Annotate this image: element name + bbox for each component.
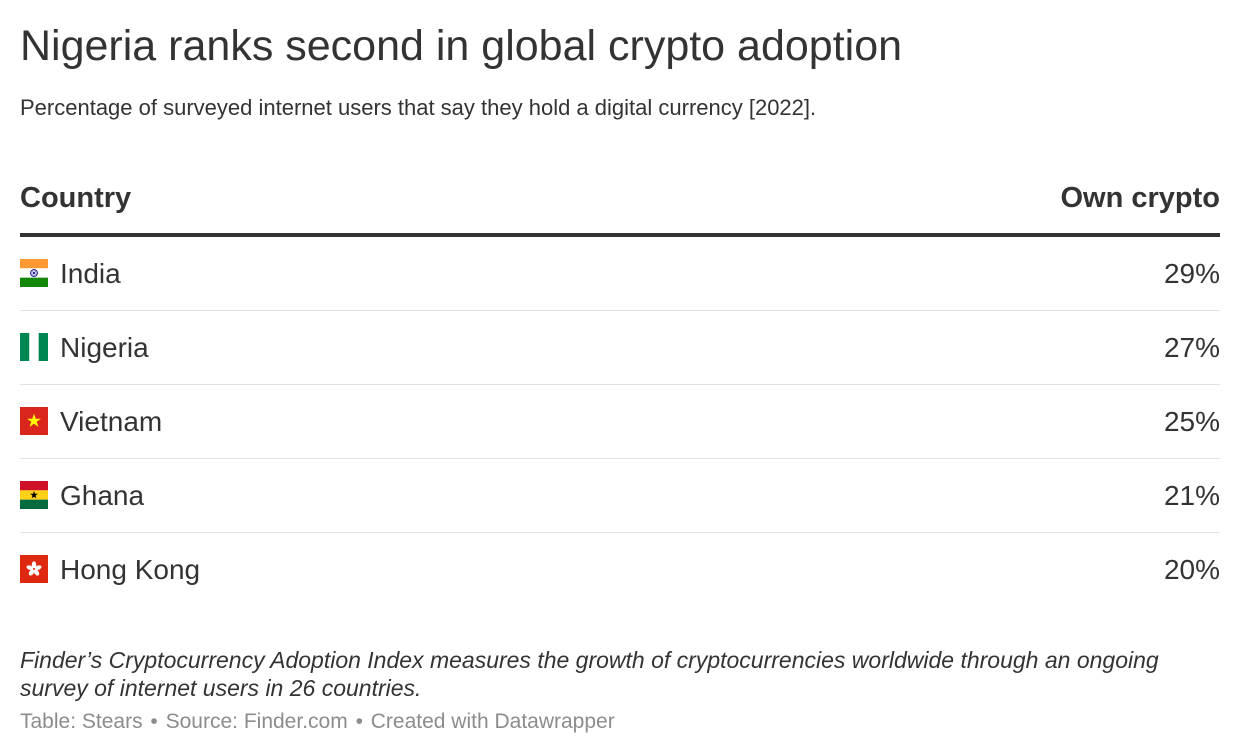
chart-subtitle: Percentage of surveyed internet users th…	[20, 95, 817, 120]
column-header-own-crypto: Own crypto	[1060, 182, 1220, 214]
table-header: Country Own crypto	[20, 178, 1220, 218]
country-name: Vietnam	[60, 406, 163, 437]
header-divider	[20, 233, 1220, 237]
created-with-credit: Created with Datawrapper	[370, 710, 615, 733]
nigeria-flag-icon	[20, 333, 48, 361]
vietnam-flag-icon	[20, 407, 48, 435]
chart-notes: Finder’s Cryptocurrency Adoption Index m…	[20, 647, 1159, 701]
table-row: Ghana 21%	[20, 459, 1220, 533]
table-row: Hong Kong 20%	[20, 533, 1220, 606]
ghana-flag-icon	[20, 481, 48, 509]
table-row: Vietnam 25%	[20, 385, 1220, 459]
table-credit: Table: Stears	[20, 710, 143, 733]
own-crypto-value: 29%	[1163, 258, 1220, 289]
own-crypto-value: 20%	[1163, 554, 1220, 585]
own-crypto-value: 27%	[1163, 332, 1220, 363]
column-header-country: Country	[20, 182, 132, 214]
india-flag-icon	[20, 259, 48, 287]
hong-kong-flag-icon	[20, 555, 48, 583]
table-row: Nigeria 27%	[20, 311, 1220, 385]
chart-title: Nigeria ranks second in global crypto ad…	[20, 22, 903, 70]
source-credit: Source: Finder.com	[165, 710, 348, 733]
footer-separator: •	[150, 710, 158, 733]
country-name: Nigeria	[60, 332, 149, 363]
footer-separator: •	[355, 710, 363, 733]
table-row: India 29%	[20, 237, 1220, 311]
country-name: India	[60, 258, 121, 289]
country-name: Hong Kong	[60, 554, 201, 585]
chart-footer: Table: Stears • Source: Finder.com • Cre…	[20, 708, 615, 736]
own-crypto-value: 25%	[1163, 406, 1220, 437]
table-body: India 29% Nigeria 27% Vie	[20, 237, 1220, 606]
own-crypto-value: 21%	[1163, 480, 1220, 511]
country-name: Ghana	[60, 480, 145, 511]
